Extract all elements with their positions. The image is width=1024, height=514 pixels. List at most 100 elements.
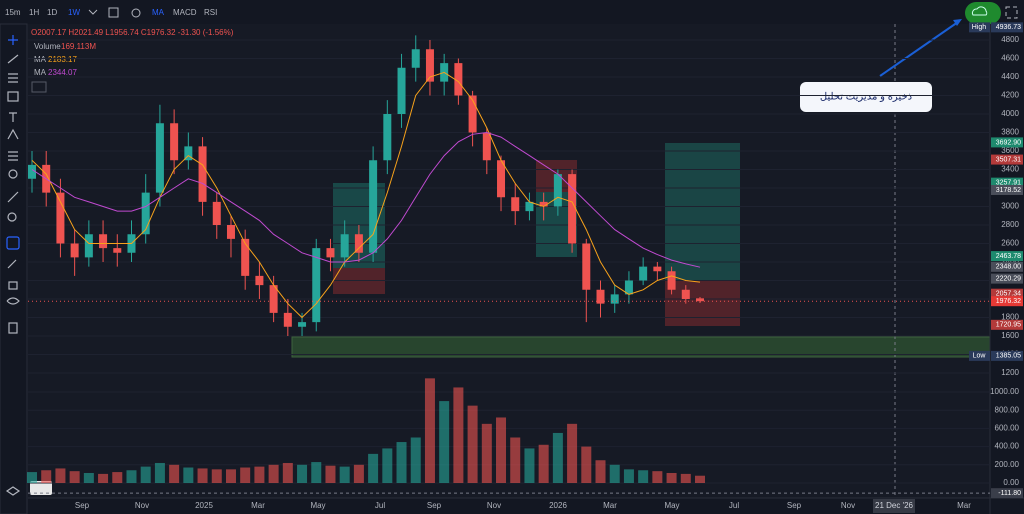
candle-body	[568, 174, 577, 244]
candle-body	[141, 192, 150, 235]
indicator-button[interactable]: MA	[152, 8, 165, 17]
volume-bar	[268, 464, 279, 483]
candle-body	[198, 146, 207, 202]
candle-body	[624, 280, 633, 295]
y-tick-label: 1600	[1001, 331, 1019, 340]
drawings	[291, 24, 991, 498]
y-tick-label: 3600	[1001, 146, 1019, 155]
settings[interactable]	[131, 8, 141, 18]
profit-zone	[665, 143, 740, 280]
candle-body	[425, 49, 434, 82]
price-tag	[991, 296, 1023, 307]
candle-body	[525, 201, 534, 212]
drawing-tools[interactable]	[5, 35, 21, 496]
left-toolbar	[0, 23, 28, 514]
candle-body	[497, 160, 506, 198]
volume-bar	[197, 468, 208, 483]
volume-bar	[567, 423, 578, 483]
volume-legend-name: Volume	[34, 42, 61, 51]
callout-text: ذخیره و مدیریت تحلیل	[820, 92, 912, 103]
price-tag-label: 4936.73	[996, 24, 1021, 31]
ma-legend-value: 2344.07	[48, 68, 77, 77]
fullscreen[interactable]	[1005, 6, 1018, 19]
indicator-button[interactable]: MACD	[173, 8, 197, 17]
volume-bar	[410, 437, 421, 483]
volume-bar	[254, 466, 265, 483]
x-tick-label: Sep	[427, 501, 442, 510]
interval-button[interactable]: 1W	[68, 8, 80, 17]
candle-body	[639, 266, 648, 281]
y-tick-label: 3400	[1001, 165, 1019, 174]
volume-bar	[552, 432, 563, 483]
price-tag	[991, 319, 1023, 330]
dropdown[interactable]	[88, 9, 98, 15]
price-tag-note-bg	[969, 350, 990, 361]
price-tag	[991, 22, 1023, 33]
price-tag	[991, 154, 1023, 165]
interval-button[interactable]: 15m	[5, 8, 21, 17]
cloud-icon	[971, 6, 988, 16]
price-tag	[991, 184, 1023, 195]
volume-bar	[126, 470, 137, 483]
candle-body	[269, 285, 278, 313]
price-tag	[991, 350, 1023, 361]
candle-body	[70, 243, 79, 258]
x-tick-label: Sep	[787, 501, 802, 510]
volume-bar	[666, 472, 677, 483]
volume-bar	[467, 405, 478, 483]
x-tick-label: Nov	[841, 501, 855, 510]
volume-bar	[538, 444, 549, 483]
candle-body	[212, 201, 221, 225]
price-tag-label: 2220.29	[996, 275, 1021, 282]
volume-bar	[225, 469, 236, 483]
price-tag-label: 1385.05	[996, 353, 1021, 360]
volume-bar	[169, 464, 180, 483]
price-tag-label: 1976.32	[996, 298, 1021, 305]
candle-body	[539, 201, 548, 207]
volume-bar	[98, 473, 109, 483]
volume-bar	[396, 442, 407, 483]
interval-button[interactable]: 1D	[47, 8, 57, 17]
volume-bar	[339, 466, 350, 483]
y-tick-label: 4600	[1001, 54, 1019, 63]
y2-tick-label: 600.00	[995, 424, 1020, 433]
price-tag	[991, 288, 1023, 299]
x-tick-label: May	[664, 501, 679, 510]
candle-body	[298, 322, 307, 327]
y2-tick-label: 400.00	[995, 442, 1020, 451]
volume-bar	[41, 470, 52, 483]
candle-body	[226, 225, 235, 239]
volume-bar	[282, 462, 293, 483]
price-tag	[991, 261, 1023, 272]
y2-tick-label: 0.00	[1003, 478, 1019, 487]
x-tick-label: May	[310, 501, 325, 510]
y2-tick-label: 800.00	[995, 405, 1020, 414]
price-tag-note: High	[972, 24, 987, 31]
candle-body	[28, 164, 36, 179]
save-cloud-button[interactable]	[965, 2, 1001, 24]
ma-legend-name: MA	[34, 68, 47, 77]
x-tick-label: Jul	[375, 501, 385, 510]
candle-body	[411, 49, 420, 68]
candle-body	[596, 289, 605, 304]
price-tag	[991, 137, 1023, 148]
y2-tick-label: 200.00	[995, 460, 1020, 469]
chart-type[interactable]	[108, 7, 119, 18]
volume-bar	[623, 469, 634, 483]
volume-bar	[27, 472, 37, 483]
crosshair-date-box	[873, 499, 915, 513]
price-tag-label: 2463.78	[996, 253, 1021, 260]
interval-button[interactable]: 1H	[29, 8, 39, 17]
volume-bar	[55, 468, 66, 483]
volume-bar	[695, 475, 705, 483]
y-tick-label: 2400	[1001, 257, 1019, 266]
candle-body	[84, 234, 93, 258]
volume-bar	[481, 423, 492, 483]
collapse-legend[interactable]	[31, 81, 47, 93]
volume-bar	[453, 387, 464, 483]
volume-bar	[140, 466, 151, 483]
indicator-button[interactable]: RSI	[204, 8, 217, 17]
candle-body	[610, 294, 619, 304]
volume-legend-value: 169.113M	[61, 42, 96, 51]
y-tick-label: 1200	[1001, 368, 1019, 377]
